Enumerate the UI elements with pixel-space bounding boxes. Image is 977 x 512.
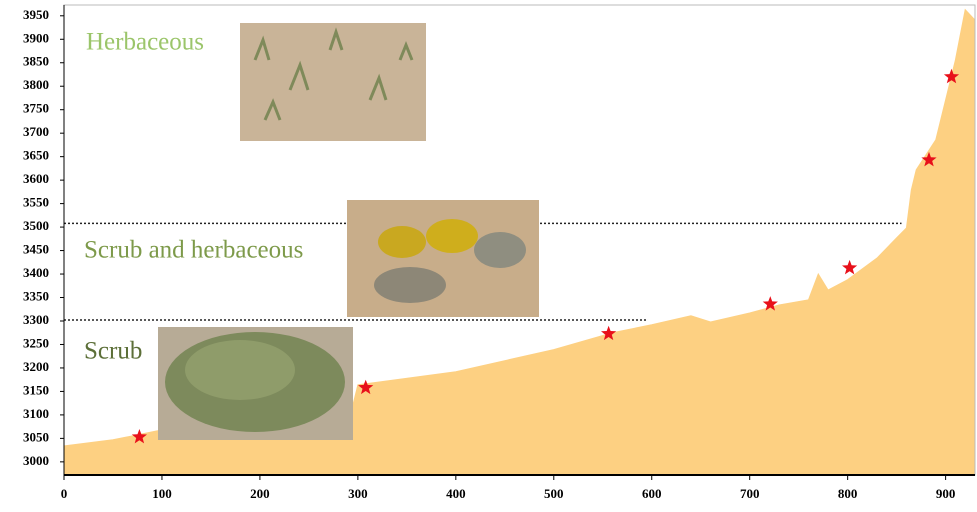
- sampling-site: [921, 151, 937, 167]
- zone-label: Scrub and herbaceous: [84, 237, 303, 264]
- sampling-site: [601, 325, 617, 341]
- photo-detail: [185, 340, 295, 400]
- sampling-site: [943, 68, 960, 84]
- zone-label: Scrub: [84, 338, 142, 365]
- y-tick-label: 3800: [23, 77, 49, 92]
- y-tick-label: 3100: [23, 406, 49, 421]
- y-tick-label: 3850: [23, 54, 49, 69]
- y-tick-label: 3600: [23, 171, 49, 186]
- photo-detail: [474, 232, 526, 268]
- x-tick-label: 200: [250, 486, 270, 501]
- sampling-site: [842, 259, 858, 275]
- y-tick-label: 3000: [23, 453, 49, 468]
- y-tick-label: 3450: [23, 242, 49, 257]
- y-tick-label: 3750: [23, 101, 49, 116]
- y-tick-label: 3050: [23, 429, 49, 444]
- photo-detail: [426, 219, 478, 253]
- y-tick-label: 3200: [23, 359, 49, 374]
- y-tick-label: 3250: [23, 335, 49, 350]
- sampling-site: [762, 296, 778, 311]
- x-tick-label: 0: [61, 486, 68, 501]
- sampling-site: [131, 429, 147, 444]
- x-tick-label: 100: [152, 486, 172, 501]
- x-tick-label: 600: [642, 486, 662, 501]
- y-tick-label: 3650: [23, 148, 49, 163]
- y-tick-label: 3900: [23, 30, 49, 45]
- photo-detail: [378, 226, 426, 258]
- x-tick-label: 400: [446, 486, 466, 501]
- y-tick-label: 3150: [23, 382, 49, 397]
- y-tick-label: 3950: [23, 7, 49, 22]
- y-tick-label: 3300: [23, 312, 49, 327]
- photo-scrub-herbaceous: [347, 200, 539, 317]
- zone-label: Herbaceous: [86, 29, 204, 56]
- y-tick-label: 3550: [23, 195, 49, 210]
- sampling-site: [358, 379, 374, 395]
- photo-detail: [253, 27, 414, 121]
- x-tick-label: 800: [838, 486, 858, 501]
- y-tick-label: 3350: [23, 289, 49, 304]
- x-tick-label: 500: [544, 486, 564, 501]
- photo-herbaceous: [240, 23, 426, 141]
- photo-detail: [374, 267, 446, 303]
- y-tick-label: 3500: [23, 218, 49, 233]
- y-tick-label: 3700: [23, 124, 49, 139]
- x-tick-label: 900: [936, 486, 956, 501]
- x-tick-label: 300: [348, 486, 368, 501]
- photo-scrub: [158, 327, 353, 440]
- x-tick-label: 700: [740, 486, 760, 501]
- y-tick-label: 3400: [23, 265, 49, 280]
